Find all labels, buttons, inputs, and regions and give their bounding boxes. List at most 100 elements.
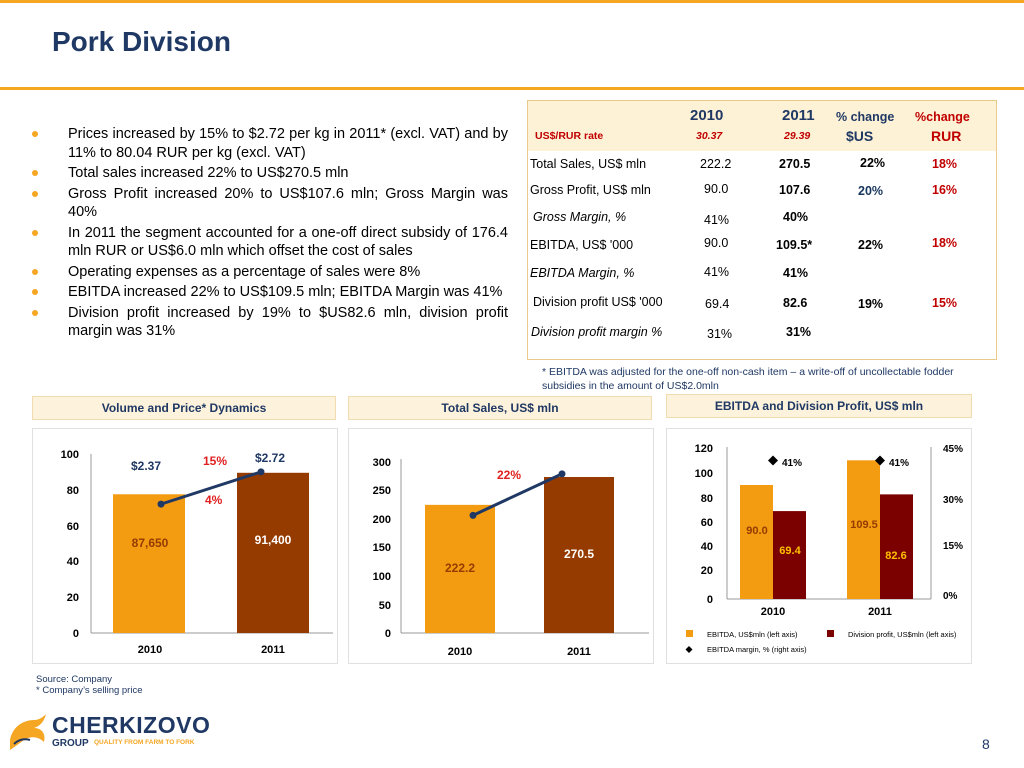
logo-tagline: QUALITY FROM FARM TO FORK: [94, 739, 195, 746]
logo-group: GROUP: [52, 738, 89, 749]
row-2011-value: 31%: [786, 325, 812, 339]
row-2011-value: 107.6: [779, 183, 811, 197]
y2-tick-label: 15%: [943, 541, 963, 552]
bullet-item: Operating expenses as a percentage of sa…: [30, 263, 508, 282]
kpi-table: 2010 2011 % change $US %change RUR US$/R…: [527, 100, 997, 360]
sales-chart: 0 50 100 150 200 250 300 222.2 270.5 22%…: [348, 428, 654, 664]
legend-label: EBITDA margin, % (right axis): [707, 645, 807, 654]
margin-label: 41%: [782, 458, 802, 469]
rate-2010: 30.37: [696, 130, 723, 142]
y-tick-label: 120: [695, 443, 713, 455]
y-tick-label: 100: [61, 449, 79, 461]
row-2010-value: 31%: [707, 327, 733, 341]
y-tick-label: 100: [373, 571, 391, 583]
ebitda-footnote: * EBITDA was adjusted for the one-off no…: [542, 366, 954, 392]
bar-label: 90.0: [746, 525, 767, 537]
trend-line: [472, 472, 563, 517]
col-2011-header: 2011: [782, 107, 815, 124]
bullet-icon: [32, 131, 38, 137]
x-tick-label: 2011: [261, 644, 285, 656]
bullet-list: Prices increased by 15% to $2.72 per kg …: [30, 125, 508, 343]
rate-2011: 29.39: [784, 130, 811, 142]
legend-diamond-icon: [685, 646, 693, 653]
row-2011-value: 41%: [783, 266, 809, 280]
bar-label: 82.6: [885, 550, 906, 562]
bar-label: 91,400: [255, 533, 292, 547]
row-change-usd: 20%: [858, 184, 884, 198]
row-change-rur: 18%: [932, 157, 958, 171]
ebitda-chart: 0 20 40 60 80 100 120 0% 15% 30% 45% 90.…: [666, 428, 972, 664]
row-2010-value: 41%: [704, 265, 730, 279]
margin-marker: [768, 455, 778, 466]
bullet-icon: [32, 190, 38, 197]
row-2011-value: 40%: [783, 210, 809, 224]
y-tick-label: 100: [695, 468, 713, 480]
row-label: Division profit US$ '000: [533, 295, 663, 309]
rate-label: US$/RUR rate: [535, 130, 604, 142]
bar-label: 222.2: [445, 561, 475, 575]
ebitda-bar-2011: [847, 460, 880, 599]
y-tick-label: 250: [373, 485, 391, 497]
row-2010-value: 90.0: [704, 182, 729, 196]
source-note: Source: Company * Company’s selling pric…: [36, 674, 143, 696]
price-point: [157, 500, 165, 508]
bar-label: 69.4: [779, 545, 801, 557]
price-label: $2.37: [131, 459, 161, 473]
y-tick-label: 20: [67, 592, 79, 604]
margin-marker: [875, 455, 885, 466]
kpi-header: [528, 101, 996, 151]
y-tick-label: 20: [701, 565, 713, 577]
y-tick-label: 60: [67, 521, 79, 533]
bullet-icon: [32, 268, 38, 275]
x-tick-label: 2011: [868, 606, 892, 618]
rooster-logo-icon: [10, 714, 46, 750]
col-change-usd-unit: $US: [846, 128, 874, 144]
row-label: Gross Margin, %: [533, 210, 627, 224]
ebitda-bar-2010: [740, 485, 773, 599]
annotation: 4%: [205, 493, 223, 507]
volume-chart: 0 20 40 60 80 100 87,650 91,400 $2.37 $2…: [32, 428, 338, 664]
price-point: [257, 468, 265, 476]
row-change-usd: 22%: [858, 238, 884, 252]
bullet-item: In 2011 the segment accounted for a one-…: [30, 224, 508, 261]
trend-point: [469, 511, 477, 519]
bar-label: 87,650: [132, 536, 169, 550]
x-tick-label: 2010: [761, 606, 785, 618]
company-logo: CHERKIZOVO GROUP QUALITY FROM FARM TO FO…: [4, 708, 210, 760]
col-change-usd-header: % change: [836, 110, 895, 124]
x-tick-label: 2010: [448, 646, 472, 658]
y-tick-label: 150: [373, 542, 391, 554]
trend-point: [558, 470, 566, 478]
bullet-item: Prices increased by 15% to $2.72 per kg …: [30, 125, 508, 162]
row-label: Division profit margin %: [531, 325, 663, 339]
bullet-icon: [32, 289, 38, 295]
x-tick-label: 2011: [567, 646, 591, 658]
y-tick-label: 50: [379, 600, 391, 612]
ebitda-chart-title: EBITDA and Division Profit, US$ mln: [666, 394, 972, 418]
row-2010-value: 41%: [704, 213, 730, 227]
bullet-item: Total sales increased 22% to US$270.5 ml…: [30, 164, 508, 183]
row-2011-value: 270.5: [779, 157, 811, 171]
y-tick-label: 80: [67, 485, 79, 497]
y-tick-label: 0: [707, 594, 713, 606]
col-change-rur-header: %change: [915, 110, 970, 124]
row-label: EBITDA, US$ '000: [530, 238, 634, 252]
legend-swatch-profit: [827, 630, 834, 637]
sales-chart-title: Total Sales, US$ mln: [348, 396, 652, 420]
y-tick-label: 200: [373, 514, 391, 526]
y-tick-label: 0: [385, 628, 391, 640]
y-tick-label: 40: [67, 556, 79, 568]
y2-tick-label: 0%: [943, 591, 958, 602]
row-2010-value: 69.4: [705, 297, 730, 311]
bullet-item: Gross Profit increased 20% to US$107.6 m…: [30, 185, 508, 222]
row-2011-value: 82.6: [783, 296, 808, 310]
y-tick-label: 40: [701, 541, 713, 553]
bar-2011: [237, 472, 309, 633]
y-tick-label: 80: [701, 493, 713, 505]
col-change-rur-unit: RUR: [931, 128, 962, 144]
row-change-rur: 16%: [932, 183, 958, 197]
x-tick-label: 2010: [138, 644, 162, 656]
bullet-item: EBITDA increased 22% to US$109.5 mln; EB…: [30, 283, 508, 302]
bullet-icon: [32, 309, 38, 316]
row-2010-value: 222.2: [700, 157, 732, 171]
